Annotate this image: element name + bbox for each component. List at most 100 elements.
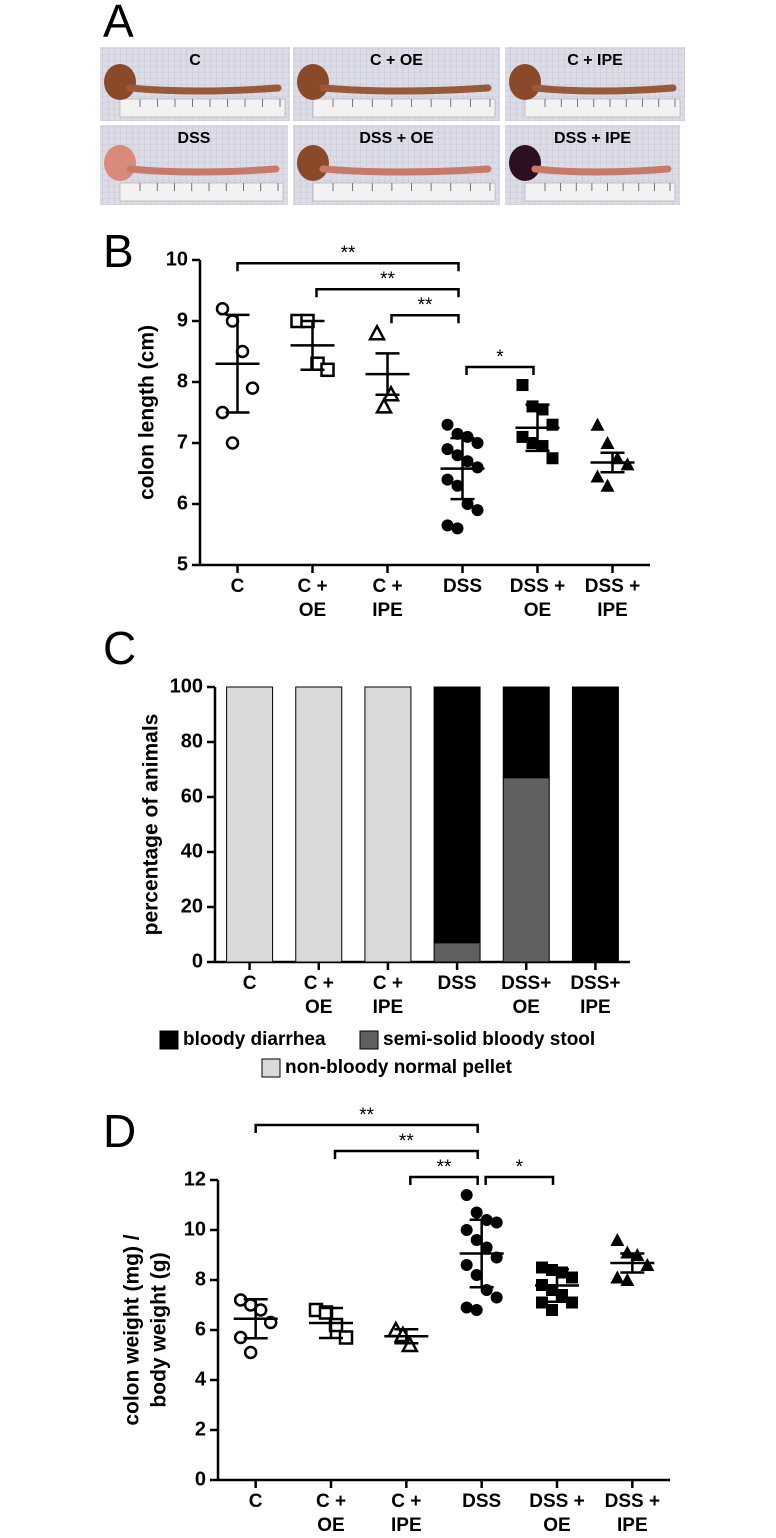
cecum: [509, 64, 541, 100]
data-point: [451, 522, 464, 535]
data-point: [225, 436, 240, 450]
significance-bracket: [254, 1123, 479, 1133]
bar-segment: [502, 686, 550, 779]
bar-segment: [226, 686, 274, 963]
x-tick-label: DSS + OE: [529, 1491, 584, 1536]
bar-segment: [502, 777, 550, 963]
y-tick-label: 0: [192, 950, 203, 972]
x-tick-label: C: [249, 1491, 263, 1512]
significance-label: **: [380, 269, 395, 290]
x-tick-label: DSS: [438, 973, 477, 994]
x-tick-label-line: OE: [305, 997, 332, 1018]
significance-bracket: [390, 313, 460, 324]
data-point: [451, 479, 464, 492]
colon: [126, 165, 280, 176]
data-point: [516, 379, 529, 392]
y-tick-label: 40: [181, 840, 203, 862]
y-axis-label: percentage of animals: [140, 714, 163, 936]
data-point: [536, 440, 549, 453]
x-tick-label: C + IPE: [372, 576, 403, 621]
legend-label: semi-solid bloody stool: [383, 1029, 595, 1050]
significance-label: **: [399, 1131, 414, 1152]
data-point: [620, 457, 635, 471]
significance-bracket: [465, 365, 535, 376]
bar-segment: [571, 686, 619, 963]
data-point: [441, 418, 454, 431]
x-tick-label: DSS: [443, 576, 482, 597]
x-tick-label-line: OE: [317, 1515, 344, 1536]
x-tick-label-line: IPE: [580, 997, 611, 1018]
significance-bracket: [484, 1175, 555, 1185]
x-tick-label-line: DSS+: [570, 973, 620, 994]
data-point: [620, 1245, 635, 1259]
x-tick-label-line: DSS+: [501, 973, 551, 994]
y-axis-label: colon weight (mg) /: [121, 1234, 144, 1425]
data-point: [546, 1284, 558, 1296]
bar-segment: [364, 686, 412, 963]
data-point: [470, 1234, 483, 1246]
data-point: [490, 1291, 503, 1304]
y-tick-label: 80: [181, 730, 203, 752]
data-point: [471, 437, 484, 449]
data-point: [245, 381, 260, 395]
significance-label: **: [418, 295, 433, 316]
data-point: [556, 1289, 568, 1301]
x-tick-label: C + OE: [297, 576, 327, 621]
bar-segment: [295, 686, 343, 963]
data-point: [460, 1189, 473, 1201]
y-tick-label: 6: [177, 492, 188, 514]
y-tick-label: 7: [177, 431, 188, 453]
data-point: [461, 455, 474, 468]
colon: [319, 84, 492, 95]
ruler: [119, 98, 286, 118]
y-tick-label: 60: [181, 785, 203, 807]
data-point: [441, 443, 454, 456]
data-point: [536, 403, 549, 416]
x-tick-label-line: DSS +: [529, 1491, 584, 1512]
significance-bracket: [409, 1175, 479, 1185]
y-tick-label: 10: [184, 1218, 206, 1240]
panel-label: B: [103, 225, 134, 277]
y-tick-label: 5: [177, 553, 188, 575]
colon: [126, 84, 282, 95]
data-point: [470, 1206, 483, 1219]
colon: [319, 165, 492, 176]
data-point: [480, 1241, 493, 1254]
legend-label: bloody diarrhea: [183, 1029, 326, 1050]
colon: [531, 84, 677, 95]
ruler: [524, 98, 681, 118]
photo-label: C + IPE: [567, 52, 623, 69]
data-point: [460, 1259, 473, 1271]
data-point: [546, 1304, 558, 1316]
data-point: [600, 478, 615, 492]
x-tick-label: DSS+ OE: [501, 973, 551, 1018]
significance-label: **: [341, 243, 356, 264]
x-tick-label: C + IPE: [391, 1491, 422, 1536]
data-point: [460, 1301, 473, 1314]
significance-label: *: [496, 347, 504, 368]
data-point: [620, 1273, 635, 1286]
x-tick-label-line: IPE: [597, 600, 628, 621]
data-point: [526, 437, 539, 449]
ruler: [524, 182, 676, 202]
y-tick-label: 0: [195, 1468, 206, 1490]
y-tick-label: 8: [177, 370, 188, 392]
x-tick-label-line: IPE: [373, 997, 404, 1018]
ruler: [312, 98, 496, 118]
photo-label: DSS + OE: [359, 130, 434, 147]
data-point: [610, 1270, 625, 1284]
data-point: [566, 1296, 578, 1309]
data-point: [590, 417, 605, 431]
y-tick-label: 8: [195, 1268, 206, 1290]
ruler: [119, 182, 284, 202]
x-tick-label-line: C +: [372, 576, 402, 597]
cecum: [509, 145, 541, 181]
data-point: [600, 436, 615, 449]
y-tick-label: 2: [195, 1418, 206, 1440]
x-tick-label-line: IPE: [372, 600, 403, 621]
significance-label: **: [359, 1105, 374, 1126]
y-tick-label: 10: [166, 248, 188, 270]
legend-label: non-bloody normal pellet: [285, 1057, 513, 1078]
x-tick-label-line: OE: [543, 1515, 570, 1536]
